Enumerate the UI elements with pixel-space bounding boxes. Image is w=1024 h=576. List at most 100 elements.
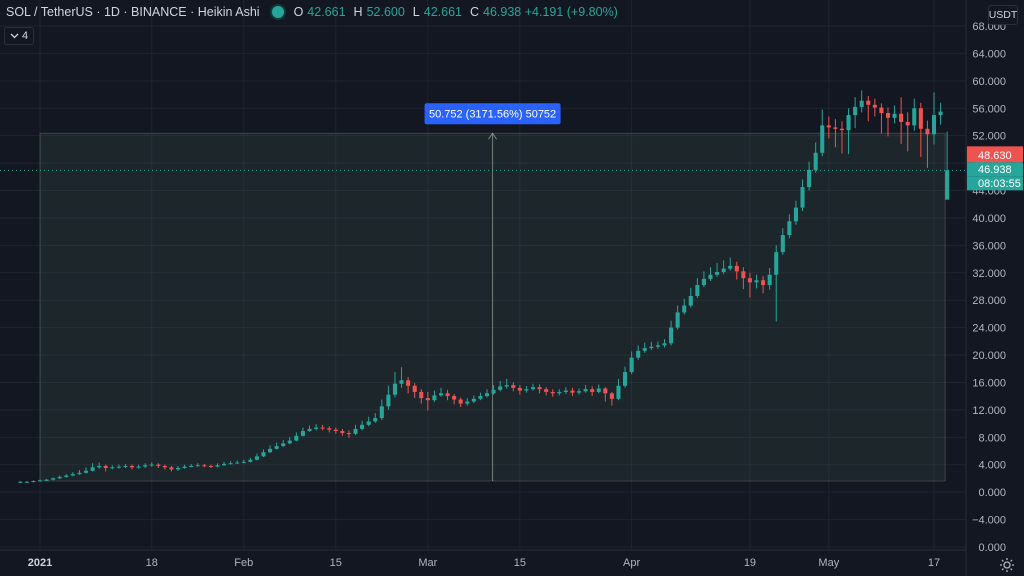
open-value: 42.661 (307, 5, 346, 19)
candle (314, 424, 319, 431)
candle (741, 267, 746, 290)
candle-body (517, 387, 522, 391)
candle-body (268, 448, 273, 453)
candlestick-series (18, 90, 950, 484)
candle (340, 428, 345, 436)
currency-button[interactable]: USDT (988, 5, 1018, 25)
candle-body (793, 207, 798, 222)
candle (833, 119, 838, 148)
candle-body (721, 268, 726, 273)
candle-body (419, 391, 424, 399)
price-tick-label: 20.000 (972, 350, 1006, 362)
price-tick-label: 52.000 (972, 131, 1006, 143)
candle-body (642, 348, 647, 351)
candle (268, 445, 273, 453)
candle (116, 464, 121, 469)
symbol-title[interactable]: SOL / TetherUS · 1D · BINANCE · Heikin A… (6, 5, 260, 19)
candle-body (892, 113, 897, 118)
candle (64, 474, 69, 478)
price-tick-label: 8.000 (978, 432, 1006, 444)
gear-icon[interactable] (998, 556, 1016, 574)
candle (550, 389, 555, 397)
candle-body (340, 431, 345, 434)
candle-body (327, 428, 332, 430)
candle-body (241, 461, 246, 463)
candle (425, 391, 430, 411)
price-tick-label: 12.000 (972, 405, 1006, 417)
candle (761, 276, 766, 294)
candle-body (110, 467, 115, 469)
candle-body (373, 417, 378, 422)
candle-body (563, 390, 568, 392)
candle (129, 464, 135, 470)
candle-body (123, 465, 128, 467)
candle (616, 378, 621, 401)
grid (0, 0, 966, 550)
candle-body (695, 285, 700, 297)
candle-body (701, 278, 706, 286)
candle (504, 378, 509, 389)
candle-body (103, 465, 108, 469)
candle (918, 102, 923, 157)
candle-body (885, 113, 891, 118)
candle-body (31, 481, 36, 483)
candle (287, 437, 292, 445)
candle-body (899, 113, 904, 122)
candle (83, 467, 89, 474)
indicators-toggle-button[interactable]: 4 (4, 27, 34, 45)
candle (912, 98, 917, 131)
candle (623, 366, 628, 388)
candle-body (248, 459, 253, 462)
price-tick-label: 24.000 (972, 323, 1006, 335)
candle-body (826, 125, 831, 128)
candle-body (590, 389, 595, 392)
candle-body (846, 115, 851, 131)
candle (491, 385, 496, 395)
price-tick-label: 36.000 (972, 240, 1006, 252)
close-label: C (469, 5, 480, 19)
candle (208, 464, 213, 469)
candle-body (392, 383, 398, 395)
time-axis: 2021 18 Feb 15 Mar 15 Apr 19 May 17 (28, 557, 940, 569)
candle (767, 267, 772, 290)
candle (327, 426, 332, 433)
candle (90, 463, 95, 472)
time-tick-label: 15 (514, 557, 526, 569)
candle-body (839, 128, 845, 131)
candle-body (780, 235, 785, 253)
candle-body (807, 169, 812, 188)
candle (721, 260, 726, 275)
candle (675, 305, 680, 330)
candle (281, 439, 286, 447)
candle-body (820, 125, 825, 153)
candle (807, 161, 812, 191)
candle-body (51, 478, 56, 480)
candle (169, 465, 174, 472)
candle-body (353, 428, 358, 434)
candle (57, 475, 62, 479)
candle (945, 131, 950, 200)
candle-body (688, 296, 693, 306)
low-label: L (412, 5, 420, 19)
candle-body (143, 465, 148, 467)
candle (642, 342, 647, 353)
arrow-up-icon (488, 132, 497, 140)
candle-body (576, 391, 582, 393)
candle (695, 278, 700, 299)
candle-body (931, 115, 937, 135)
candle-body (649, 346, 654, 349)
candle (754, 274, 759, 289)
candle (498, 380, 503, 392)
candle (557, 389, 562, 396)
candle-body (156, 464, 161, 466)
price-label-box (967, 146, 1023, 163)
candle (386, 385, 391, 410)
candle-body (530, 387, 536, 390)
candle (603, 387, 608, 402)
price-range-measure: 50.752 (3171.56%) 50752 (39, 103, 946, 482)
candle (669, 320, 674, 346)
price-label: 08:03:55 (978, 178, 1021, 190)
candle (800, 179, 805, 212)
candle (649, 341, 654, 351)
